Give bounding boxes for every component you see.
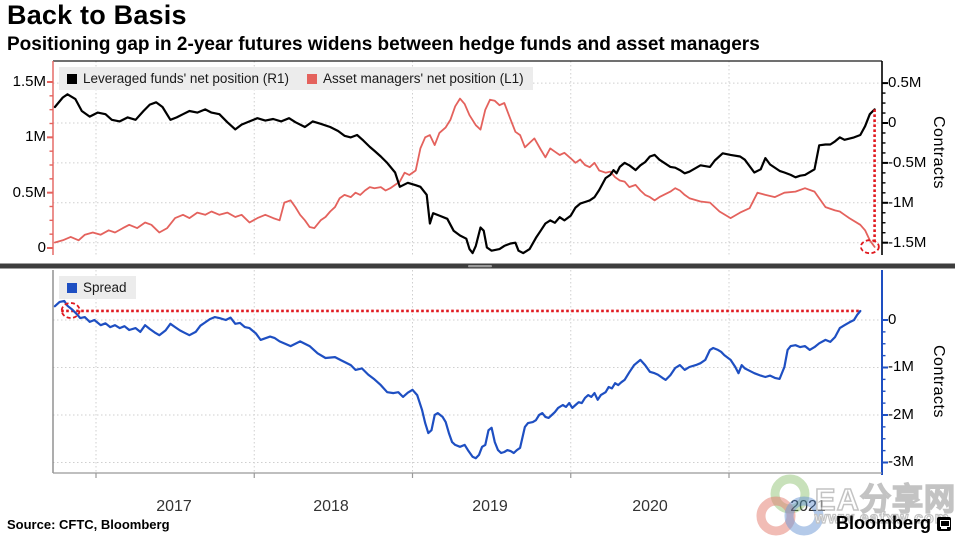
- source-note: Source: CFTC, Bloomberg: [7, 517, 170, 532]
- axis-tick-label: -1M: [888, 358, 914, 375]
- spread-swatch-icon: [67, 282, 77, 293]
- annotation-circle: [859, 239, 880, 255]
- divider-drag-handle: [468, 265, 492, 268]
- x-axis-year-label: 2019: [472, 498, 508, 515]
- x-axis-year-label: 2018: [313, 498, 349, 515]
- legend-label: Spread: [83, 280, 127, 295]
- series-leveraged-funds-net-position: [53, 93, 876, 255]
- page-title: Back to Basis: [7, 0, 187, 30]
- annotation-circle: [60, 302, 81, 319]
- bloomberg-logo-text: Bloomberg: [836, 513, 932, 533]
- legend-bottom-panel: Spread: [59, 276, 136, 299]
- legend-top-panel: Leveraged funds' net position (R1) Asset…: [59, 67, 533, 90]
- axis-tick-label: -0.5M: [888, 154, 927, 171]
- legend-item-leveraged-funds: Leveraged funds' net position (R1): [67, 71, 289, 86]
- axis-tick-label: 1M: [25, 128, 46, 145]
- axis-ticks: [47, 81, 53, 249]
- axis-title-contracts-bottom: Contracts: [930, 345, 947, 418]
- series-spread: [53, 299, 862, 460]
- asset-managers-swatch-icon: [306, 73, 317, 84]
- bloomberg-terminal-icon: [937, 516, 952, 531]
- axis-tick-label: -3M: [888, 453, 914, 470]
- axis-tick-label: -1.5M: [888, 234, 927, 251]
- gridlines: [53, 270, 882, 473]
- axis-tick-label: -1M: [888, 194, 914, 211]
- x-axis-year-label: 2020: [632, 498, 668, 515]
- leveraged-funds-swatch-icon: [67, 73, 77, 84]
- axis-ticks: [882, 82, 888, 244]
- axis-tick-label: 0: [888, 114, 897, 131]
- gridlines: [53, 61, 882, 255]
- axis-ticks: [882, 319, 888, 464]
- axis-title-contracts-top: Contracts: [930, 116, 947, 189]
- axis-tick-label: 0.5M: [888, 74, 922, 91]
- axis-tick-label: 0.5M: [12, 184, 46, 201]
- axis-tick-label: 0: [888, 311, 897, 328]
- series-asset-managers-net-position: [54, 97, 876, 248]
- x-axis-year-label: 2021: [790, 498, 826, 515]
- legend-item-spread: Spread: [67, 280, 127, 295]
- chart-subtitle: Positioning gap in 2-year futures widens…: [7, 34, 760, 55]
- axis-tick-label: -2M: [888, 406, 914, 423]
- x-axis-year-label: 2017: [156, 498, 192, 515]
- legend-label: Asset managers' net position (L1): [322, 71, 524, 86]
- bloomberg-logo: Bloomberg: [836, 513, 952, 534]
- legend-label: Leveraged funds' net position (R1): [83, 71, 289, 86]
- axis-tick-label: 0: [37, 239, 46, 256]
- axis-tick-label: 1.5M: [12, 73, 46, 90]
- legend-item-asset-managers: Asset managers' net position (L1): [306, 71, 524, 86]
